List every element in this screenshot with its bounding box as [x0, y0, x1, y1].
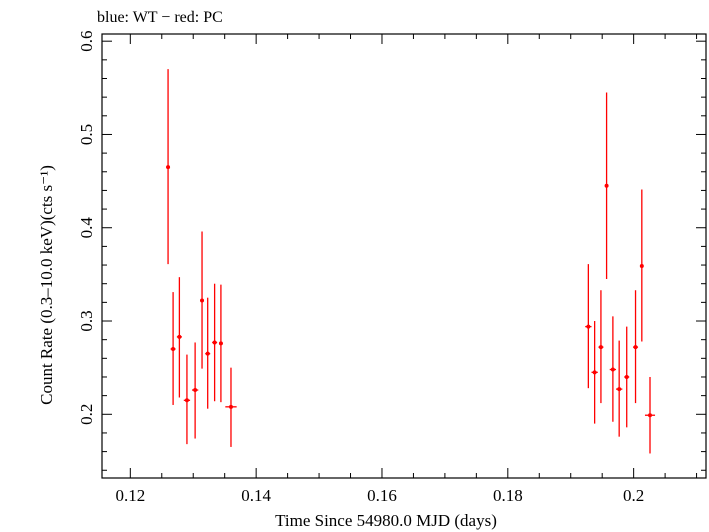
data-point [225, 367, 237, 447]
data-point [624, 326, 630, 428]
data-point [212, 283, 218, 402]
axis-tick-labels: 0.12 0.14 0.16 0.18 0.2 0.2 0.3 0.4 0.5 0.6 [77, 31, 644, 505]
data-point [585, 264, 592, 389]
point-marker [624, 374, 629, 379]
data-point [176, 277, 182, 398]
x-tick-label: 0.16 [367, 486, 397, 505]
data-point [639, 189, 644, 342]
point-marker [639, 263, 644, 268]
data-points [166, 69, 656, 454]
y-tick-label: 0.4 [77, 217, 96, 239]
data-point [191, 342, 199, 439]
data-point [166, 69, 171, 265]
data-point [633, 290, 639, 404]
point-marker [228, 404, 233, 409]
x-tick-label: 0.18 [493, 486, 523, 505]
y-tick-label: 0.2 [77, 404, 96, 425]
point-marker [184, 398, 189, 403]
point-marker [177, 334, 182, 339]
point-marker [205, 351, 210, 356]
x-tick-label: 0.14 [241, 486, 271, 505]
point-marker [598, 345, 603, 350]
data-point [591, 321, 598, 424]
y-axis-title: Count Rate (0.3–10.0 keV)(cts s⁻¹) [37, 165, 56, 405]
point-marker [604, 183, 609, 188]
y-tick-label: 0.5 [77, 124, 96, 145]
x-tick-label: 0.2 [623, 486, 644, 505]
point-marker [586, 324, 591, 329]
x-tick-label: 0.12 [115, 486, 145, 505]
x-axis-title: Time Since 54980.0 MJD (days) [275, 511, 497, 530]
y-tick-label: 0.3 [77, 310, 96, 331]
data-point [218, 284, 223, 403]
data-point [205, 297, 211, 409]
plot-frame [101, 33, 707, 479]
point-marker [218, 341, 223, 346]
data-point [598, 290, 604, 404]
point-marker [212, 340, 217, 345]
point-marker [171, 346, 176, 351]
data-point [170, 292, 176, 405]
data-point [183, 354, 191, 445]
y-tick-label: 0.6 [77, 31, 96, 52]
data-point [604, 92, 609, 280]
data-point [644, 376, 656, 454]
point-marker [592, 370, 597, 375]
point-marker [193, 388, 198, 393]
point-marker [617, 387, 622, 392]
data-point [616, 340, 623, 437]
point-marker [166, 165, 171, 170]
chart-title: blue: WT − red: PC [97, 9, 223, 26]
axis-ticks [102, 34, 706, 478]
data-point [200, 231, 205, 369]
point-marker [648, 413, 653, 418]
point-marker [633, 345, 638, 350]
point-marker [610, 367, 615, 372]
data-point [609, 316, 617, 422]
point-marker [200, 298, 205, 303]
